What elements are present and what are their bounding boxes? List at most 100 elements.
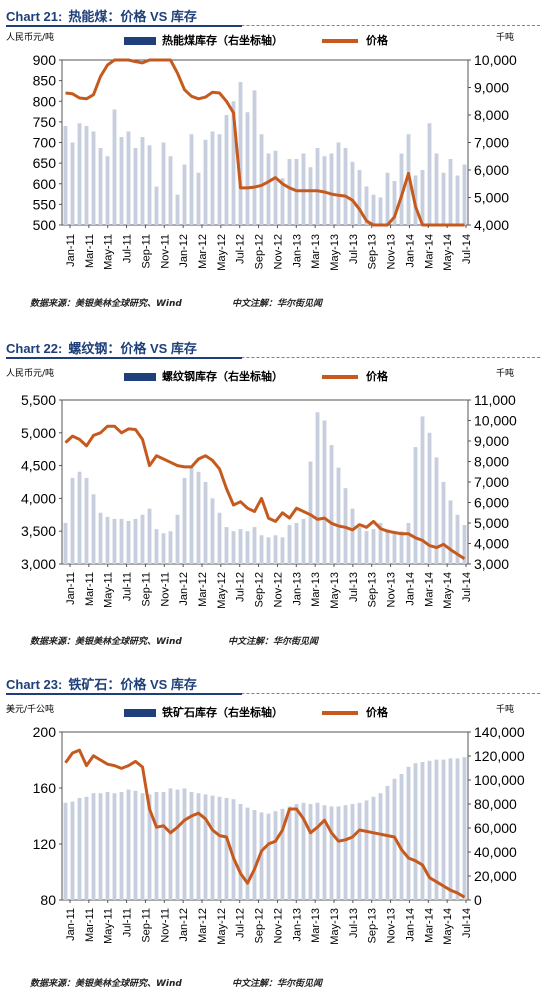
- inventory-bar: [77, 798, 82, 900]
- inventory-bar: [427, 432, 432, 564]
- inventory-bar: [399, 153, 404, 225]
- inventory-bar: [434, 457, 439, 564]
- y-tick-label-right: 8,000: [474, 454, 509, 470]
- chart-title-3: Chart 23: 铁矿石：价格 VS 库存: [6, 674, 197, 693]
- inventory-bar: [217, 796, 222, 900]
- legend-bar-label: 铁矿石库存（右坐标轴）: [162, 705, 283, 719]
- y-tick-label-right: 9,000: [474, 80, 509, 96]
- chart-title-1: Chart 21: 热能煤：价格 VS 库存: [6, 6, 197, 25]
- inventory-bar: [420, 762, 425, 900]
- y-tick-label-right: 80,000: [474, 796, 517, 812]
- y-tick-label-left: 80: [40, 892, 56, 908]
- annotation-note: 中文注解：华尔街见闻: [232, 299, 323, 309]
- inventory-bar: [231, 799, 236, 900]
- x-tick-label: Jul-13: [348, 908, 360, 938]
- y-tick-label-right: 20,000: [474, 868, 517, 884]
- inventory-bar: [238, 804, 243, 900]
- x-tick-label: May-14: [442, 234, 454, 271]
- y-tick-label-left: 5,500: [21, 392, 56, 408]
- inventory-bar: [399, 774, 404, 900]
- x-tick-label: Sep-11: [140, 908, 152, 943]
- inventory-bar: [392, 533, 397, 564]
- y-tick-label-right: 6,000: [474, 495, 509, 511]
- x-tick-label: Mar-14: [423, 234, 435, 269]
- y-tick-label-right: 60,000: [474, 820, 517, 836]
- inventory-bar: [91, 494, 96, 564]
- inventory-bar: [154, 792, 159, 900]
- x-tick-label: May-12: [216, 572, 228, 609]
- y-tick-label-right: 11,000: [474, 392, 516, 408]
- inventory-bar: [406, 523, 411, 564]
- inventory-bar: [399, 531, 404, 564]
- inventory-bar: [273, 811, 278, 900]
- x-tick-label: Jan-13: [291, 572, 303, 606]
- legend-bar-swatch: [124, 373, 156, 381]
- inventory-bar: [462, 164, 467, 225]
- inventory-bar: [189, 792, 194, 900]
- x-tick-label: May-13: [329, 908, 341, 945]
- right-axis-unit: 千吨: [496, 703, 514, 715]
- price-line: [64, 424, 466, 561]
- inventory-bar: [266, 537, 271, 564]
- y-tick-label-right: 100,000: [474, 772, 525, 788]
- inventory-bar: [266, 813, 271, 900]
- x-tick-label: Jul-11: [122, 234, 134, 263]
- inventory-bar: [210, 498, 215, 564]
- inventory-bar: [287, 806, 292, 900]
- x-tick-label: May-13: [329, 572, 341, 609]
- inventory-bar: [105, 156, 110, 225]
- inventory-bar: [385, 172, 390, 225]
- x-tick-label: Sep-12: [254, 908, 266, 943]
- x-tick-label: Jul-12: [235, 234, 247, 264]
- inventory-bar: [161, 792, 166, 900]
- y-tick-label-left: 3,500: [21, 523, 56, 539]
- inventory-bar: [77, 471, 82, 564]
- source-note: 数据来源：美银美林全球研究、Wind: [30, 637, 182, 647]
- inventory-bar: [308, 167, 313, 225]
- chart-title-text: 铁矿石：价格 VS 库存: [68, 677, 197, 692]
- inventory-bar: [182, 788, 187, 900]
- inventory-bar: [231, 101, 236, 225]
- inventory-bar: [357, 527, 362, 564]
- inventory-bar: [364, 186, 369, 225]
- inventory-bar: [315, 802, 320, 900]
- inventory-bar: [105, 792, 110, 900]
- inventory-bar: [378, 523, 383, 564]
- inventory-bar: [245, 112, 250, 225]
- chart-panel-3: Chart 23: 铁矿石：价格 VS 库存 美元/千公吨 千吨 铁矿石库存（右坐标轴…: [0, 674, 548, 992]
- inventory-bar: [448, 159, 453, 225]
- x-tick-label: Sep-11: [140, 572, 152, 607]
- chart-panel-2: Chart 22: 螺纹钢：价格 VS 库存 人民币元/吨 千吨 螺纹钢库存（右坐标轴…: [0, 338, 548, 656]
- inventory-bar: [154, 529, 159, 564]
- inventory-bar: [259, 812, 264, 900]
- y-tick-label-left: 600: [33, 176, 57, 192]
- x-tick-label: May-11: [103, 908, 115, 944]
- y-tick-label-right: 5,000: [474, 190, 509, 206]
- y-tick-label-left: 4,500: [21, 458, 56, 474]
- x-tick-label: May-12: [216, 234, 228, 271]
- inventory-bar: [441, 482, 446, 564]
- y-tick-label-right: 10,000: [474, 52, 517, 68]
- legend-line-label: 价格: [366, 705, 389, 719]
- x-tick-label: Sep-11: [140, 234, 152, 269]
- x-tick-label: Nov-13: [386, 234, 398, 269]
- x-tick-label: May-12: [216, 908, 228, 945]
- inventory-bar: [441, 759, 446, 900]
- inventory-bar: [287, 159, 292, 225]
- inventory-bar: [350, 804, 355, 900]
- x-tick-label: Jan-14: [404, 234, 416, 268]
- inventory-bar: [371, 194, 376, 225]
- inventory-bar: [119, 792, 124, 900]
- y-tick-label-left: 650: [33, 155, 57, 171]
- chart-svg-3: 美元/千公吨 千吨 铁矿石库存（右坐标轴） 价格 200 160 120 80 140,000 1…: [6, 703, 525, 945]
- inventory-bar: [259, 134, 264, 225]
- title-divider: [6, 693, 540, 694]
- x-tick-label: Jul-13: [348, 572, 360, 602]
- x-tick-label: Jul-11: [122, 572, 134, 601]
- x-tick-label: Jan-11: [65, 572, 77, 605]
- y-tick-label-right: 3,000: [474, 556, 509, 572]
- inventory-bar: [413, 763, 418, 900]
- right-axis-unit: 千吨: [496, 367, 514, 379]
- x-tick-label: Jul-14: [461, 908, 473, 938]
- inventory-bar: [315, 148, 320, 225]
